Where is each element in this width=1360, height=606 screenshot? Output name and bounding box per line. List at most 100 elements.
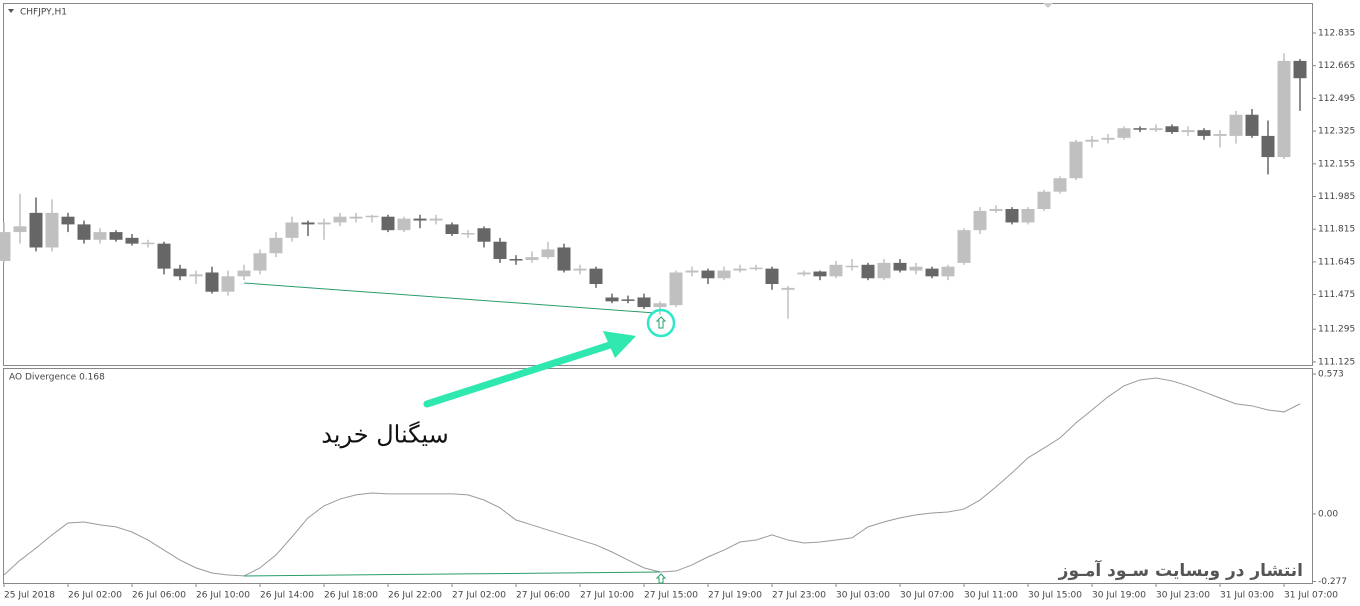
x-tick-label: 26 Jul 18:00 — [324, 591, 378, 601]
y-tick-label: 112.835 — [1318, 29, 1355, 39]
watermark: انتشار در وبسایت سـود آمـوز — [1058, 559, 1303, 581]
candle-body — [205, 272, 219, 292]
candle-body — [637, 297, 651, 308]
candle-body — [749, 267, 763, 270]
candle-body — [125, 237, 139, 244]
indicator-signal-icon — [655, 573, 667, 584]
candle-body — [541, 249, 555, 258]
candle-body — [0, 232, 11, 261]
candle-body — [589, 268, 603, 285]
candle-body — [989, 209, 1003, 211]
signal-icon — [655, 316, 667, 329]
candle-body — [301, 222, 315, 225]
y-tick-label: 0.00 — [1318, 509, 1338, 519]
indicator-line — [3, 377, 1301, 577]
candle-body — [269, 237, 283, 254]
x-tick-label: 26 Jul 06:00 — [132, 591, 186, 601]
candle-body — [525, 257, 539, 260]
x-tick-label: 27 Jul 02:00 — [452, 591, 506, 601]
y-tick-label: 112.155 — [1318, 159, 1355, 169]
x-tick-label: 27 Jul 06:00 — [516, 591, 570, 601]
candle-body — [1117, 128, 1131, 138]
candle-body — [813, 271, 827, 277]
candle-body — [1261, 135, 1275, 158]
y-tick-label: 112.665 — [1318, 61, 1355, 71]
candle-body — [333, 216, 347, 223]
x-tick-label: 26 Jul 02:00 — [68, 591, 122, 601]
x-tick-label: 26 Jul 10:00 — [196, 591, 250, 601]
candle-body — [1069, 141, 1083, 179]
candle-body — [189, 274, 203, 277]
candle-body — [845, 265, 859, 268]
candle-body — [973, 210, 987, 231]
y-tick-label: 111.475 — [1318, 290, 1355, 300]
x-tick-label: 30 Jul 11:00 — [964, 591, 1018, 601]
x-tick-label: 27 Jul 15:00 — [644, 591, 698, 601]
candle-body — [621, 299, 635, 301]
candle-body — [941, 266, 955, 277]
candle-body — [509, 259, 523, 261]
x-tick-label: 30 Jul 03:00 — [836, 591, 890, 601]
signal-arrow — [423, 341, 614, 408]
candle-body — [781, 287, 795, 290]
shift-marker — [1043, 3, 1053, 8]
candle-body — [1133, 128, 1147, 130]
candle-body — [1165, 126, 1179, 133]
candle-body — [733, 268, 747, 271]
menu-arrow — [8, 9, 14, 13]
candle-body — [365, 215, 379, 218]
annotation: سیگنال خرید — [321, 421, 449, 449]
candle-body — [685, 270, 699, 273]
x-tick-label: 26 Jul 14:00 — [260, 591, 314, 601]
candle-body — [573, 268, 587, 271]
x-tick-label: 25 Jul 2018 — [4, 591, 55, 601]
candle-body — [717, 270, 731, 279]
candle-body — [1085, 139, 1099, 142]
candle-body — [877, 262, 891, 279]
x-tick-label: 30 Jul 23:00 — [1156, 591, 1210, 601]
candle-body — [957, 230, 971, 263]
candle-body — [653, 303, 667, 308]
candle-body — [221, 276, 235, 292]
x-tick-label: 27 Jul 10:00 — [580, 591, 634, 601]
y-tick-label: 111.985 — [1318, 192, 1355, 202]
y-tick-label: -0.277 — [1318, 577, 1347, 587]
candle-body — [13, 226, 27, 233]
candle-body — [397, 218, 411, 231]
signal-circle — [646, 308, 676, 338]
candle-body — [797, 272, 811, 275]
candle-body — [29, 212, 43, 248]
candle-body — [1293, 60, 1307, 79]
candle-body — [925, 268, 939, 277]
candle-body — [381, 216, 395, 231]
y-tick-label: 112.325 — [1318, 127, 1355, 137]
candle-body — [445, 224, 459, 235]
candle-body — [557, 247, 571, 271]
candle-body — [1229, 114, 1243, 136]
candle-body — [1149, 128, 1163, 131]
y-tick-label: 111.295 — [1318, 325, 1355, 335]
x-tick-label: 31 Jul 07:00 — [1284, 591, 1338, 601]
candle-body — [765, 268, 779, 285]
candle-body — [237, 270, 251, 277]
candle-body — [701, 270, 715, 279]
candle-body — [317, 222, 331, 225]
candle-body — [1245, 114, 1259, 136]
chart-title: CHFJPY,H1 — [20, 8, 67, 18]
x-tick-label: 26 Jul 22:00 — [388, 591, 442, 601]
candle-body — [349, 216, 363, 219]
y-tick-label: 111.815 — [1318, 225, 1355, 235]
indicator-title: AO Divergence 0.168 — [9, 373, 105, 383]
candle-body — [909, 266, 923, 271]
candle-body — [61, 216, 75, 225]
candle-body — [285, 222, 299, 238]
candle-body — [1101, 137, 1115, 140]
y-tick-label: 0.573 — [1318, 370, 1344, 380]
indicator-divergence-line — [243, 571, 661, 577]
y-tick-label: 111.645 — [1318, 257, 1355, 267]
candle-body — [77, 224, 91, 240]
candle-body — [1037, 191, 1051, 210]
x-tick-label: 30 Jul 15:00 — [1028, 591, 1082, 601]
